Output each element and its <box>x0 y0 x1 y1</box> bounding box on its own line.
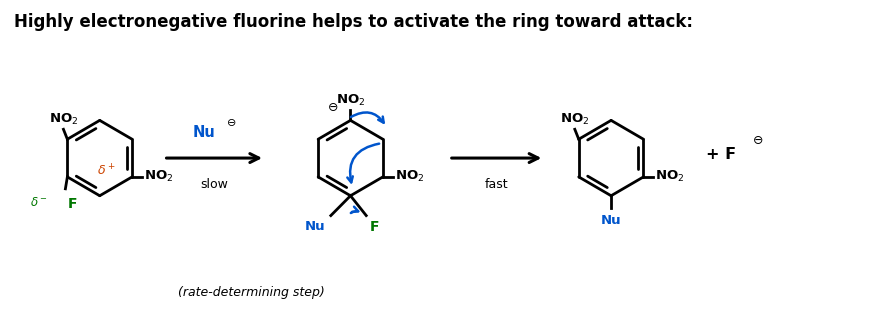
Text: F: F <box>67 197 77 211</box>
Text: Nu: Nu <box>304 219 325 233</box>
Text: Highly electronegative fluorine helps to activate the ring toward attack:: Highly electronegative fluorine helps to… <box>14 13 693 31</box>
Text: $\ominus$: $\ominus$ <box>752 134 763 147</box>
Text: slow: slow <box>200 178 228 191</box>
Text: + F: + F <box>705 147 736 162</box>
Text: NO$_2$: NO$_2$ <box>144 169 173 184</box>
Text: Nu: Nu <box>600 214 621 227</box>
Text: fast: fast <box>485 178 509 191</box>
Text: NO$_2$: NO$_2$ <box>560 112 589 127</box>
Text: Nu: Nu <box>193 125 216 140</box>
Text: NO$_2$: NO$_2$ <box>656 169 684 184</box>
Text: $\ominus$: $\ominus$ <box>327 101 338 115</box>
Text: $\delta^+$: $\delta^+$ <box>97 163 116 179</box>
Text: $\delta^-$: $\delta^-$ <box>30 196 48 209</box>
Text: $\ominus$: $\ominus$ <box>225 117 236 128</box>
Text: NO$_2$: NO$_2$ <box>336 93 365 109</box>
Text: NO$_2$: NO$_2$ <box>395 169 424 184</box>
Text: (rate-determining step): (rate-determining step) <box>178 286 325 299</box>
Text: NO$_2$: NO$_2$ <box>49 112 78 127</box>
Text: F: F <box>371 219 379 234</box>
